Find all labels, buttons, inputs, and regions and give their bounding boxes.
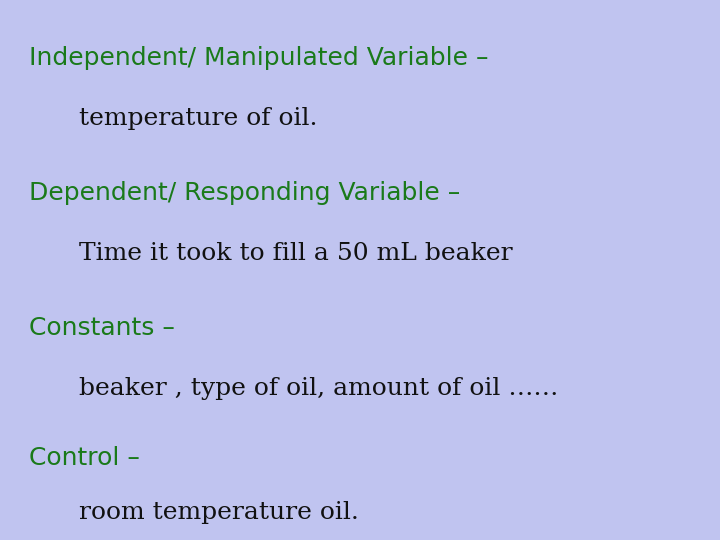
Text: Dependent/ Responding Variable –: Dependent/ Responding Variable – [29, 181, 460, 205]
Text: temperature of oil.: temperature of oil. [79, 106, 318, 130]
Text: Independent/ Manipulated Variable –: Independent/ Manipulated Variable – [29, 46, 488, 70]
Text: Constants –: Constants – [29, 316, 175, 340]
Text: beaker , type of oil, amount of oil ……: beaker , type of oil, amount of oil …… [79, 376, 559, 400]
Text: Time it took to fill a 50 mL beaker: Time it took to fill a 50 mL beaker [79, 241, 513, 265]
Text: room temperature oil.: room temperature oil. [79, 501, 359, 524]
Text: Control –: Control – [29, 446, 140, 470]
